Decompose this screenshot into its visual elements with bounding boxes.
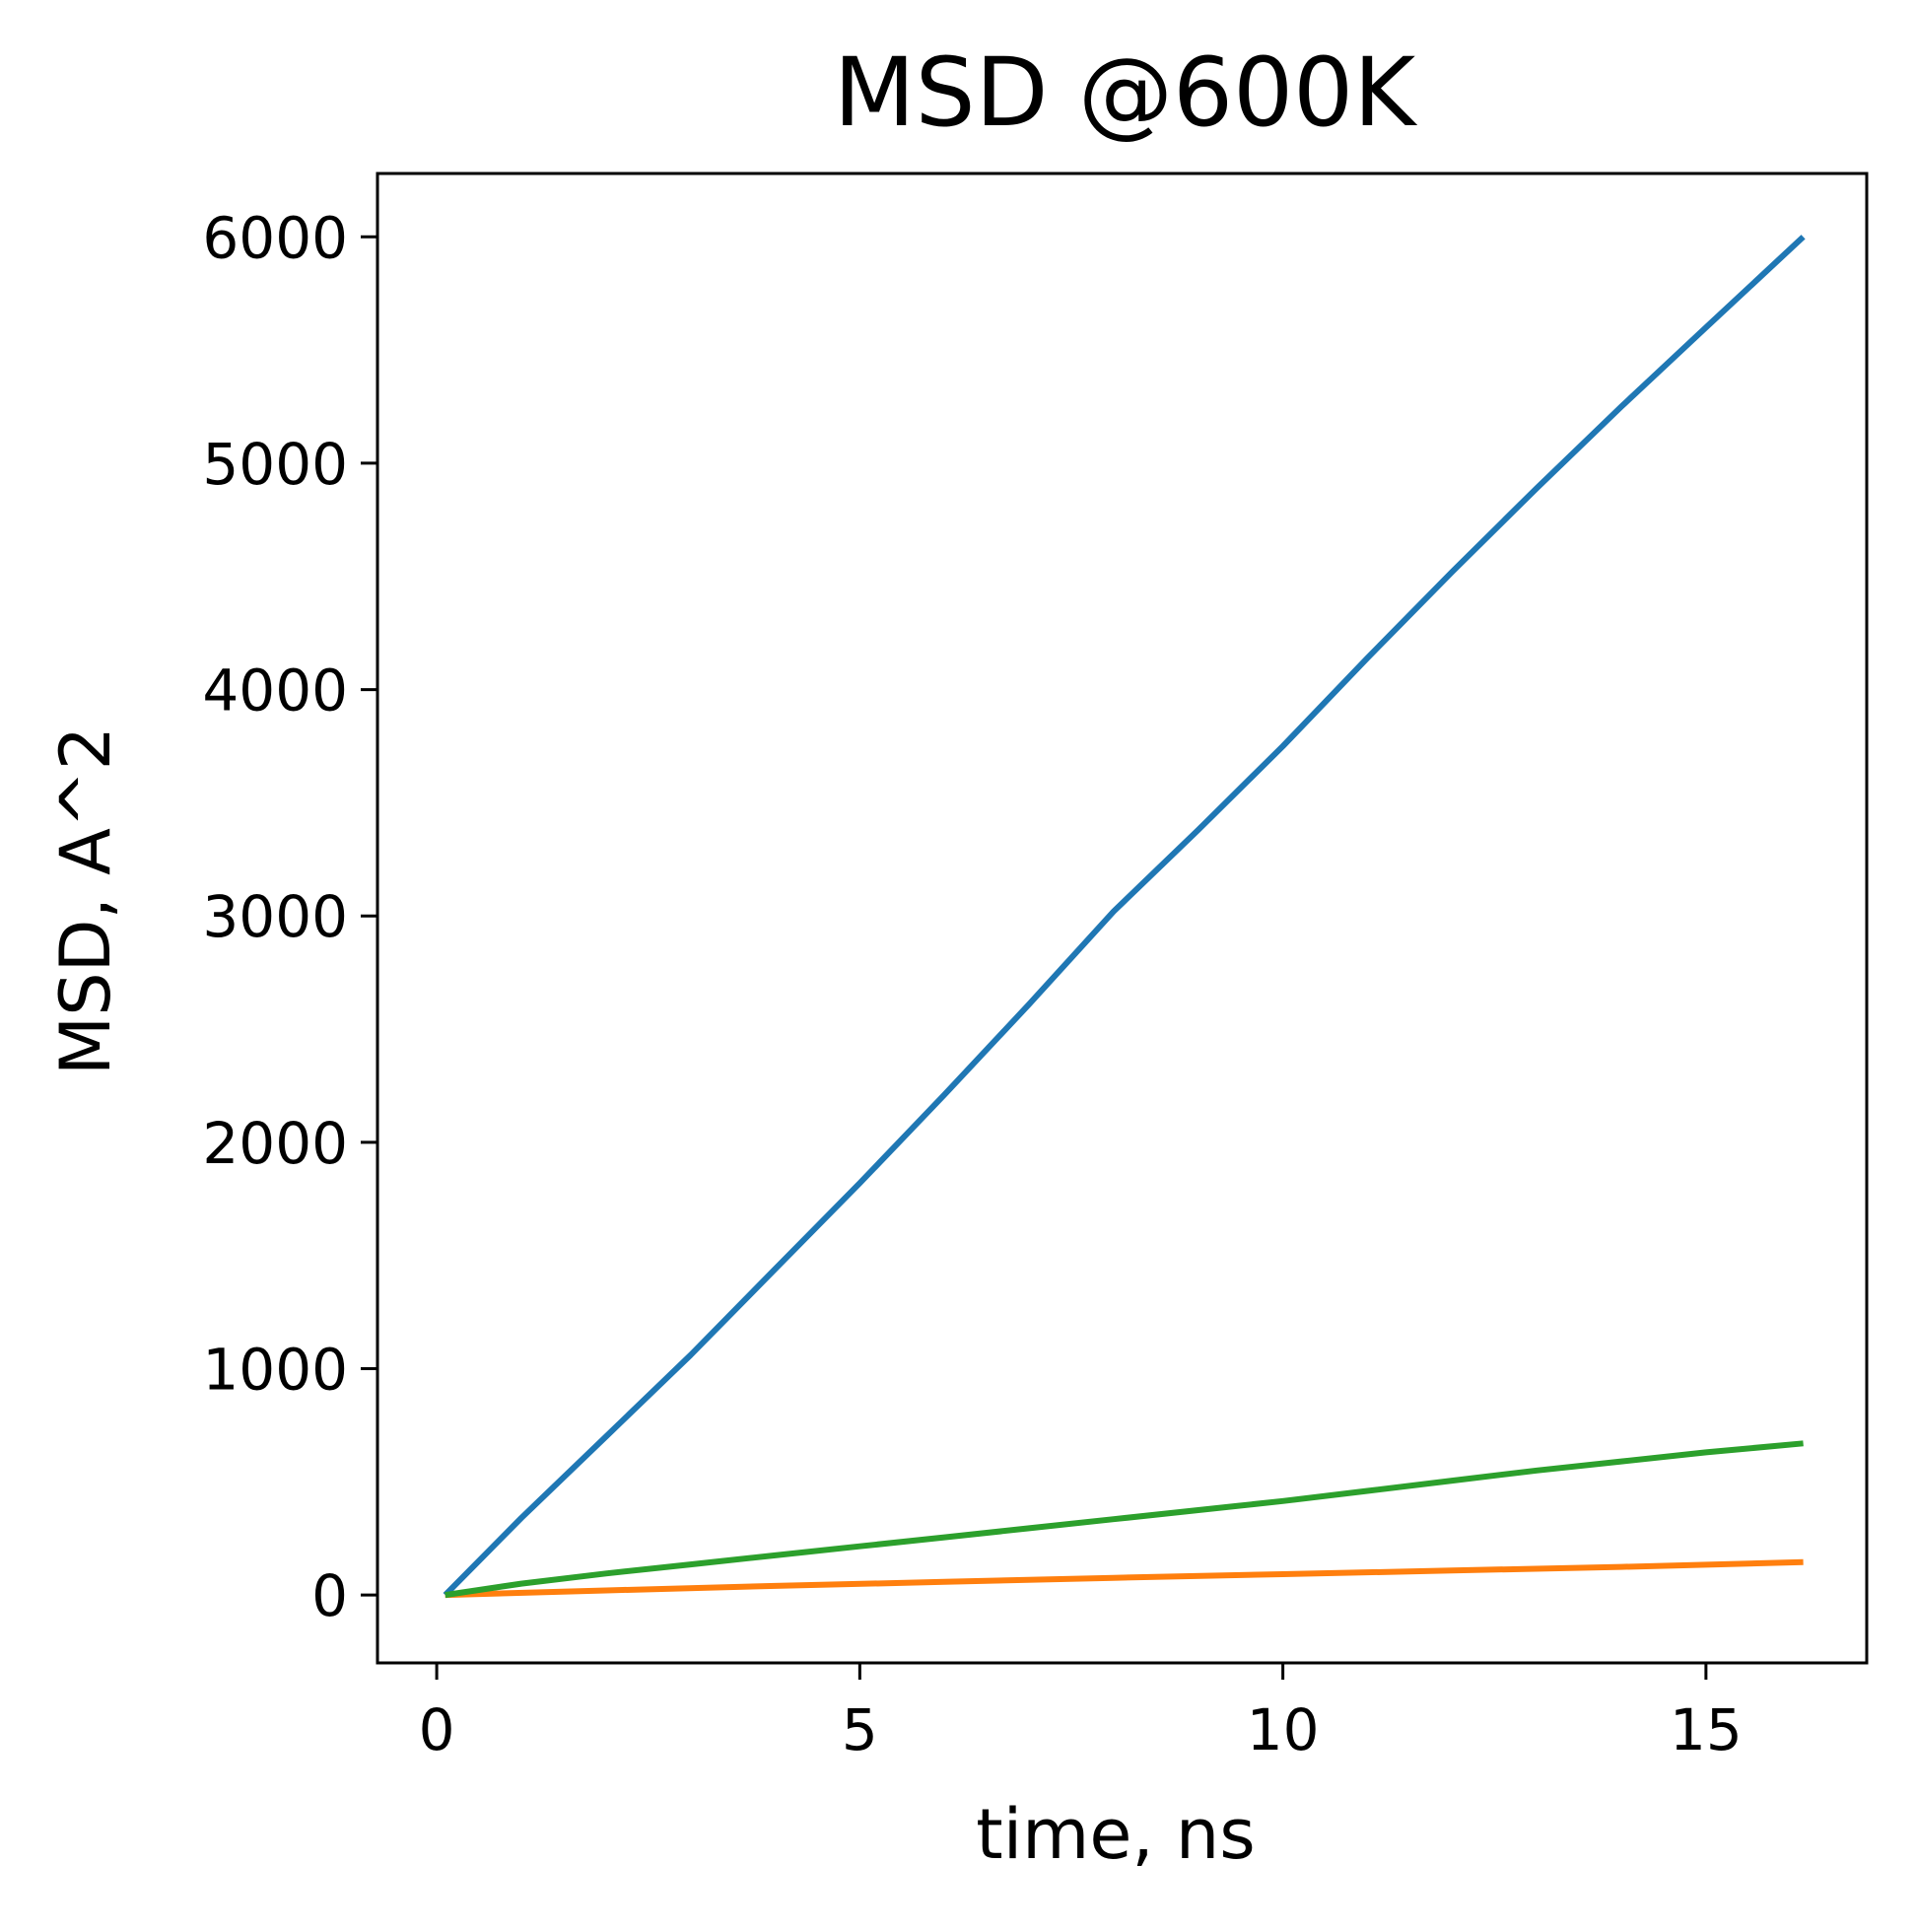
y-tick-label: 0: [311, 1562, 348, 1629]
chart-title: MSD @600K: [834, 37, 1417, 148]
x-tick-label: 5: [842, 1696, 878, 1763]
x-tick-label: 10: [1247, 1696, 1320, 1763]
y-tick-label: 6000: [202, 204, 348, 271]
y-tick-label: 2000: [202, 1110, 348, 1177]
x-axis-label: time, ns: [976, 1794, 1256, 1875]
ticks-layer: 0 5 10 15 0 1000 2000 3000 4000 5000 6000: [202, 204, 1742, 1763]
plot-frame: [376, 172, 1869, 1665]
y-tick-label: 4000: [202, 657, 348, 724]
y-tick-label: 5000: [202, 431, 348, 498]
series-line-3: [445, 1440, 1804, 1599]
y-axis-label: MSD, A^2: [45, 726, 126, 1075]
series-layer: [443, 235, 1806, 1599]
x-tick-label: 15: [1670, 1696, 1743, 1763]
x-tick-label: 0: [419, 1696, 455, 1763]
y-tick-label: 1000: [202, 1336, 348, 1403]
y-tick-label: 3000: [202, 883, 348, 950]
series-line-2: [445, 1558, 1804, 1599]
series-line-1: [443, 235, 1806, 1598]
